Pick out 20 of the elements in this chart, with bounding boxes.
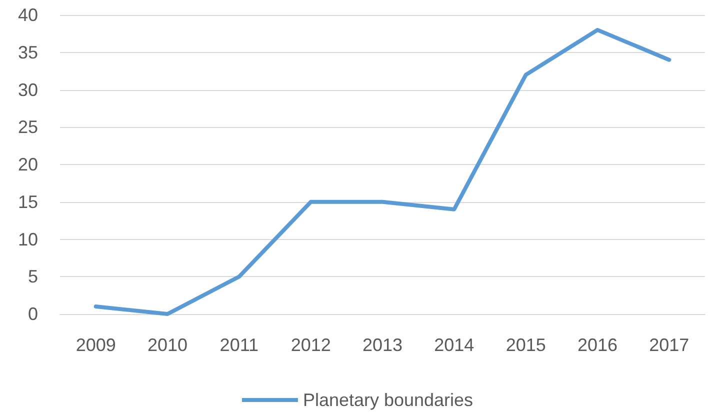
y-tick-label: 0 <box>28 304 38 324</box>
y-tick-label: 25 <box>18 117 38 138</box>
y-tick-label: 30 <box>18 80 38 100</box>
y-tick-label: 40 <box>18 5 38 25</box>
x-tick-label: 2013 <box>362 335 403 355</box>
line-series <box>94 28 672 316</box>
x-tick-label: 2016 <box>577 335 618 355</box>
y-tick-label: 5 <box>28 266 38 287</box>
x-tick-label: 2015 <box>506 335 546 355</box>
legend-label: Planetary boundaries <box>302 390 474 410</box>
y-tick-label: 35 <box>18 42 38 62</box>
x-tick-label: 2017 <box>649 335 690 355</box>
x-tick-label: 2012 <box>290 335 331 355</box>
x-tick-label: 2009 <box>76 335 116 355</box>
x-tick-label: 2014 <box>434 335 474 355</box>
x-tick-label: 2010 <box>147 335 188 355</box>
y-tick-label: 15 <box>18 192 38 212</box>
y-tick-label: 10 <box>18 229 38 250</box>
x-tick-label: 2011 <box>220 335 259 355</box>
y-tick-label: 20 <box>18 154 38 174</box>
